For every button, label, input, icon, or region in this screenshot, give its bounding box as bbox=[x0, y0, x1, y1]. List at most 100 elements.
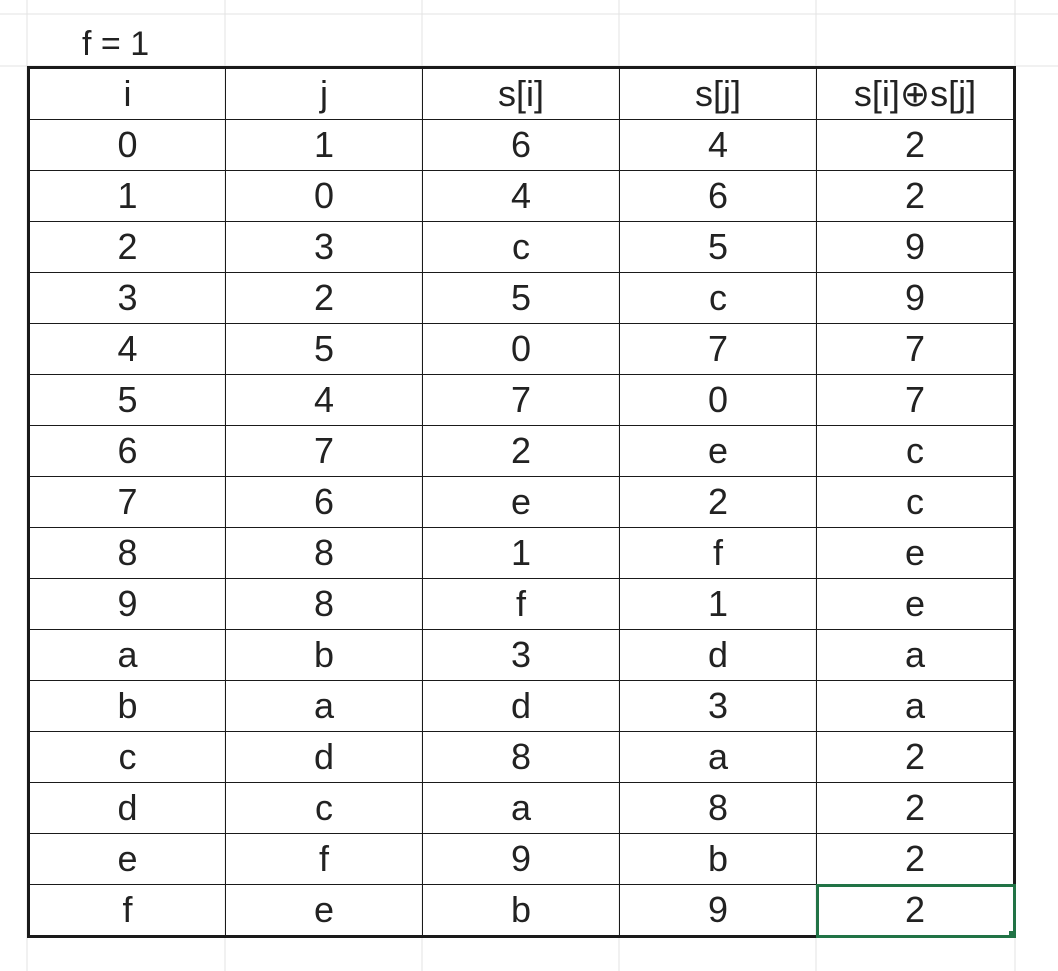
cell-j[interactable]: 1 bbox=[225, 119, 423, 171]
cell-xor[interactable]: 2 bbox=[816, 731, 1016, 783]
cell-s-j[interactable]: 2 bbox=[619, 476, 817, 528]
cell-s-j[interactable]: 1 bbox=[619, 578, 817, 630]
cell-j[interactable]: 7 bbox=[225, 425, 423, 477]
cell-i[interactable]: c bbox=[27, 731, 226, 783]
cell-i[interactable]: 2 bbox=[27, 221, 226, 273]
cell-s-i[interactable]: 0 bbox=[422, 323, 620, 375]
cell-s-i[interactable]: 9 bbox=[422, 833, 620, 885]
table-row: c d 8 a 2 bbox=[27, 731, 1016, 783]
cell-s-i[interactable]: 7 bbox=[422, 374, 620, 426]
cell-j[interactable]: d bbox=[225, 731, 423, 783]
cell-j[interactable]: 4 bbox=[225, 374, 423, 426]
cell-xor[interactable]: 9 bbox=[816, 272, 1016, 324]
cell-s-j[interactable]: 3 bbox=[619, 680, 817, 732]
header-cell-i[interactable]: i bbox=[27, 66, 226, 120]
cell-s-i[interactable]: d bbox=[422, 680, 620, 732]
cell-s-i[interactable]: 6 bbox=[422, 119, 620, 171]
table-row: f e b 9 2 bbox=[27, 883, 1016, 938]
cell-xor[interactable]: c bbox=[816, 476, 1016, 528]
table-row: 4 5 0 7 7 bbox=[27, 323, 1016, 375]
cell-i[interactable]: 7 bbox=[27, 476, 226, 528]
cell-xor[interactable]: 7 bbox=[816, 374, 1016, 426]
cell-i[interactable]: 4 bbox=[27, 323, 226, 375]
cell-xor[interactable]: c bbox=[816, 425, 1016, 477]
fill-handle[interactable] bbox=[1008, 930, 1012, 934]
cell-j[interactable]: 8 bbox=[225, 578, 423, 630]
cell-s-j[interactable]: d bbox=[619, 629, 817, 681]
cell-s-i[interactable]: 4 bbox=[422, 170, 620, 222]
cell-s-j[interactable]: a bbox=[619, 731, 817, 783]
cell-xor[interactable]: 2 bbox=[816, 833, 1016, 885]
cell-s-j[interactable]: 7 bbox=[619, 323, 817, 375]
cell-i[interactable]: 0 bbox=[27, 119, 226, 171]
cell-xor[interactable]: 2 bbox=[816, 782, 1016, 834]
cell-j[interactable]: f bbox=[225, 833, 423, 885]
cell-i[interactable]: d bbox=[27, 782, 226, 834]
cell-j[interactable]: c bbox=[225, 782, 423, 834]
cell-j[interactable]: a bbox=[225, 680, 423, 732]
cell-s-j[interactable]: 6 bbox=[619, 170, 817, 222]
cell-s-j[interactable]: f bbox=[619, 527, 817, 579]
cell-s-i[interactable]: 3 bbox=[422, 629, 620, 681]
cell-s-j[interactable]: 0 bbox=[619, 374, 817, 426]
header-row: i j s[i] s[j] s[i]⊕s[j] bbox=[27, 66, 1016, 120]
cell-s-j[interactable]: 9 bbox=[619, 884, 817, 938]
label-cell-f-equals-1[interactable]: f = 1 bbox=[82, 25, 150, 63]
cell-xor[interactable]: a bbox=[816, 680, 1016, 732]
cell-i[interactable]: e bbox=[27, 833, 226, 885]
cell-j[interactable]: 2 bbox=[225, 272, 423, 324]
cell-i[interactable]: b bbox=[27, 680, 226, 732]
cell-j[interactable]: b bbox=[225, 629, 423, 681]
cell-s-j[interactable]: 8 bbox=[619, 782, 817, 834]
header-cell-s-i[interactable]: s[i] bbox=[422, 66, 620, 120]
cell-i[interactable]: 1 bbox=[27, 170, 226, 222]
table-row: 2 3 c 5 9 bbox=[27, 221, 1016, 273]
selected-cell-xor[interactable]: 2 bbox=[815, 883, 1016, 938]
cell-s-i[interactable]: b bbox=[422, 884, 620, 938]
cell-s-j[interactable]: e bbox=[619, 425, 817, 477]
cell-i[interactable]: 9 bbox=[27, 578, 226, 630]
cell-j[interactable]: 6 bbox=[225, 476, 423, 528]
cell-s-i[interactable]: f bbox=[422, 578, 620, 630]
table-row: 9 8 f 1 e bbox=[27, 578, 1016, 630]
table-row: 5 4 7 0 7 bbox=[27, 374, 1016, 426]
cell-xor[interactable]: 7 bbox=[816, 323, 1016, 375]
cell-xor[interactable]: 9 bbox=[816, 221, 1016, 273]
cell-xor[interactable]: 2 bbox=[816, 119, 1016, 171]
selected-cell-value: 2 bbox=[904, 889, 926, 930]
cell-j[interactable]: e bbox=[225, 884, 423, 938]
cell-s-j[interactable]: c bbox=[619, 272, 817, 324]
header-cell-s-j[interactable]: s[j] bbox=[619, 66, 817, 120]
cell-j[interactable]: 3 bbox=[225, 221, 423, 273]
table-row: 7 6 e 2 c bbox=[27, 476, 1016, 528]
cell-s-i[interactable]: 5 bbox=[422, 272, 620, 324]
table-row: b a d 3 a bbox=[27, 680, 1016, 732]
cell-i[interactable]: 6 bbox=[27, 425, 226, 477]
cell-s-j[interactable]: 4 bbox=[619, 119, 817, 171]
cell-xor[interactable]: 2 bbox=[816, 170, 1016, 222]
table-row: 0 1 6 4 2 bbox=[27, 119, 1016, 171]
table-row: a b 3 d a bbox=[27, 629, 1016, 681]
cell-i[interactable]: a bbox=[27, 629, 226, 681]
cell-i[interactable]: 5 bbox=[27, 374, 226, 426]
cell-j[interactable]: 0 bbox=[225, 170, 423, 222]
cell-xor[interactable]: e bbox=[816, 527, 1016, 579]
cell-s-j[interactable]: 5 bbox=[619, 221, 817, 273]
cell-i[interactable]: 3 bbox=[27, 272, 226, 324]
cell-j[interactable]: 5 bbox=[225, 323, 423, 375]
cell-s-j[interactable]: b bbox=[619, 833, 817, 885]
header-cell-j[interactable]: j bbox=[225, 66, 423, 120]
cell-s-i[interactable]: 1 bbox=[422, 527, 620, 579]
cell-s-i[interactable]: 2 bbox=[422, 425, 620, 477]
cell-s-i[interactable]: e bbox=[422, 476, 620, 528]
cell-i[interactable]: 8 bbox=[27, 527, 226, 579]
header-cell-xor[interactable]: s[i]⊕s[j] bbox=[816, 66, 1016, 120]
cell-s-i[interactable]: a bbox=[422, 782, 620, 834]
table-row: 3 2 5 c 9 bbox=[27, 272, 1016, 324]
cell-j[interactable]: 8 bbox=[225, 527, 423, 579]
cell-s-i[interactable]: c bbox=[422, 221, 620, 273]
cell-s-i[interactable]: 8 bbox=[422, 731, 620, 783]
cell-xor[interactable]: a bbox=[816, 629, 1016, 681]
cell-xor[interactable]: e bbox=[816, 578, 1016, 630]
cell-i[interactable]: f bbox=[27, 884, 226, 938]
